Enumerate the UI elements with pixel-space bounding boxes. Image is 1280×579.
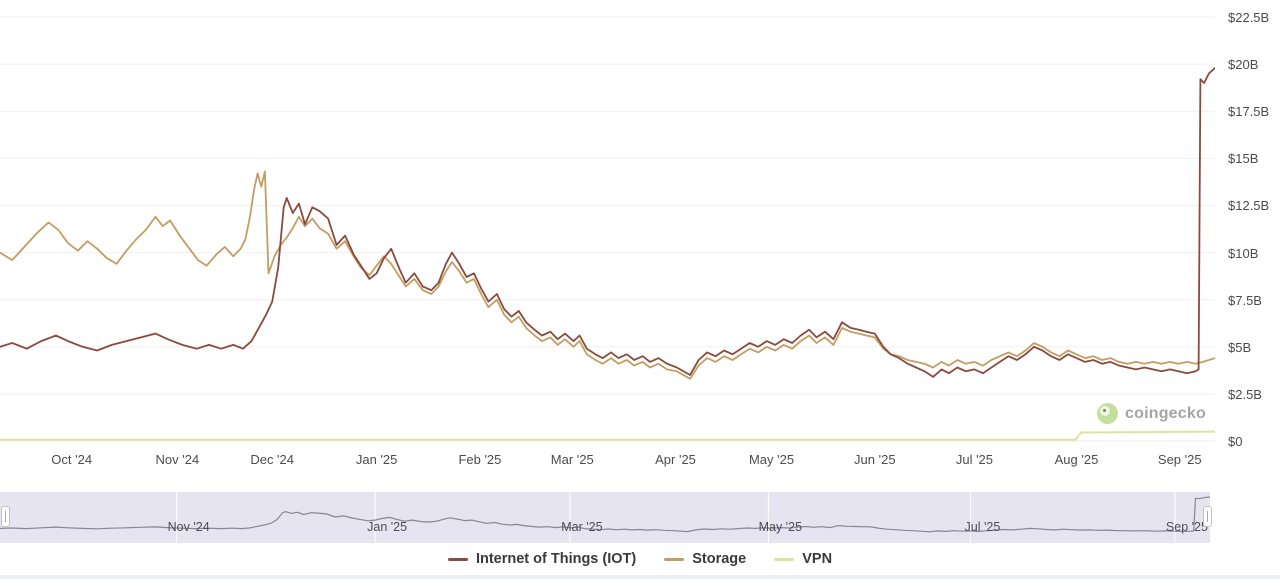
x-axis-label: Apr '25	[655, 452, 696, 467]
storage-series-label: Storage	[692, 551, 747, 567]
navigator-axis-label: Nov '24	[167, 520, 210, 534]
handle-notch	[1207, 511, 1208, 522]
coingecko-watermark: coingecko	[1097, 403, 1206, 424]
legend-item-vpn[interactable]: VPN	[774, 551, 832, 567]
y-axis-label: $0	[1228, 434, 1243, 449]
x-axis-label: Dec '24	[250, 452, 294, 467]
x-axis-label: Sep '25	[1157, 452, 1202, 467]
x-axis-label: Aug '25	[1054, 452, 1099, 467]
x-axis: Oct '24 Nov '24 Dec '24 Jan '25 Feb '25 Mar '…	[0, 452, 1215, 470]
y-axis-label: $5B	[1228, 339, 1252, 355]
y-axis-label: $22.5B	[1228, 10, 1270, 25]
watermark-text: coingecko	[1125, 404, 1206, 422]
y-axis-label: $7.5B	[1228, 292, 1262, 308]
series-line-storage	[0, 170, 1215, 380]
x-axis-label: Oct '24	[51, 452, 93, 467]
y-axis: $0 $2.5B $5B $7.5B $10B $12.5B $15B $17.5B $20B $…	[1226, 0, 1280, 450]
navigator-axis-label: May '25	[758, 520, 803, 534]
x-axis-label: Jul '25	[955, 452, 994, 467]
x-axis-label: Jan '25	[355, 452, 398, 467]
series-line-iot	[0, 67, 1215, 378]
y-axis-label: $10B	[1228, 245, 1259, 261]
handle-notch	[5, 511, 6, 522]
iot-series-swatch	[447, 557, 468, 561]
navigator-background[interactable]	[0, 492, 1210, 543]
legend-item-iot[interactable]: Internet of Things (IOT)	[447, 551, 637, 567]
y-axis-label: $15B	[1228, 151, 1259, 167]
iot-series-label: Internet of Things (IOT)	[475, 551, 637, 567]
x-axis-label: May '25	[748, 452, 795, 467]
legend: Internet of Things (IOT) Storage VPN	[0, 551, 1280, 567]
vpn-series-swatch	[774, 557, 795, 561]
x-axis-label: Mar '25	[550, 452, 594, 467]
x-axis-label: Feb '25	[458, 452, 502, 467]
storage-series-swatch	[664, 557, 685, 561]
legend-item-storage[interactable]: Storage	[664, 551, 746, 567]
navigator-brush[interactable]	[0, 492, 1210, 543]
page-bottom-divider	[0, 575, 1280, 579]
vpn-series-label: VPN	[802, 551, 833, 567]
y-axis-label: $17.5B	[1228, 104, 1270, 120]
navigator-axis-label: Sep '25	[1165, 520, 1208, 534]
navigator-series-line	[0, 496, 1210, 533]
main-chart-plot-area[interactable]	[0, 0, 1215, 446]
y-axis-label: $20B	[1228, 57, 1259, 73]
y-axis-label: $12.5B	[1228, 198, 1270, 214]
series-line-vpn	[0, 430, 1215, 441]
navigator-axis: Nov '24 Jan '25 Mar '25 May '25 Jul '25 Sep '…	[0, 520, 1215, 536]
navigator-axis-label: Jul '25	[964, 520, 1001, 534]
navigator-axis-label: Jan '25	[367, 520, 408, 534]
y-axis-label: $2.5B	[1228, 386, 1262, 402]
x-axis-label: Nov '24	[155, 452, 200, 467]
navigator-right-handle[interactable]	[1203, 506, 1212, 527]
x-axis-label: Jun '25	[854, 452, 896, 467]
navigator-axis-label: Mar '25	[561, 520, 603, 534]
coingecko-gecko-icon	[1097, 403, 1118, 424]
navigator-left-handle[interactable]	[1, 506, 10, 527]
